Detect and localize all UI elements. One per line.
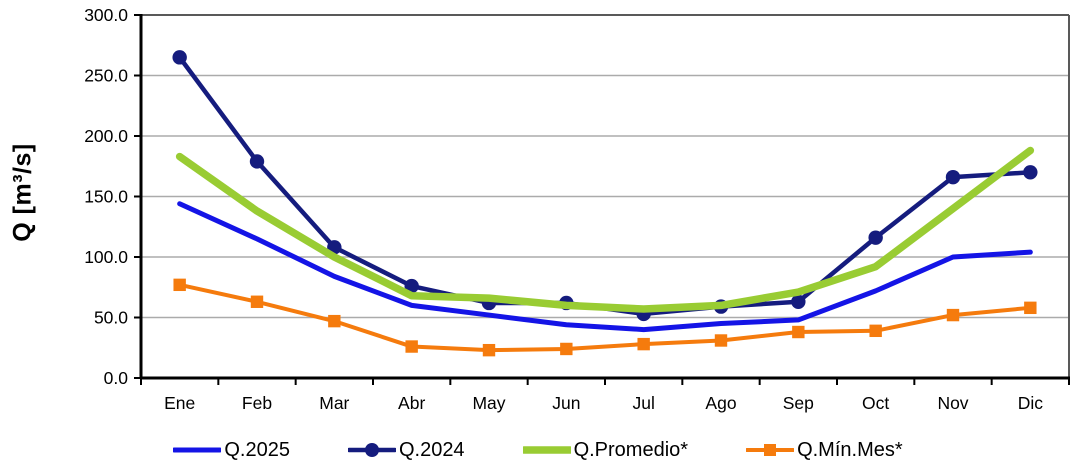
- legend-item-q-m-n-mes-: Q.Mín.Mes*: [746, 439, 903, 462]
- data-point-square: [560, 342, 573, 356]
- series-line-q-2025: [177, 201, 1033, 333]
- plot-area: 0.0 50.0 100.0 150.0 200.0 250.0 300.0 Ene Feb Ma…: [84, 5, 1070, 413]
- legend-swatch-none: [522, 446, 571, 454]
- data-point-square: [946, 308, 960, 322]
- series-line-q-2024: [177, 55, 1033, 317]
- data-point-square: [405, 340, 418, 353]
- legend-label: Q.Mín.Mes*: [797, 438, 903, 461]
- data-point-circle: [791, 294, 806, 309]
- y-tick-label: 200.0: [84, 126, 128, 146]
- data-point-square: [250, 295, 264, 308]
- y-tick-label: 100.0: [84, 247, 128, 267]
- y-tick-label: 50.0: [94, 308, 128, 328]
- data-point-square: [869, 324, 882, 338]
- y-tick-label: 150.0: [84, 187, 128, 207]
- x-category-label: Jul: [632, 393, 654, 413]
- data-point-circle: [172, 50, 187, 65]
- data-point-circle: [249, 154, 265, 169]
- legend-item-q-2024: Q.2024: [347, 438, 465, 462]
- x-category-label: Oct: [862, 393, 889, 413]
- legend: Q.2025 Q.2024 Q.Promedio* Q.Mín.Mes*: [0, 432, 1076, 468]
- y-tick-label: 300.0: [84, 5, 128, 25]
- legend-swatch-circle: [347, 443, 396, 457]
- legend-swatch-square: [746, 444, 795, 456]
- series-line-q-m-n-mes-: [177, 282, 1033, 353]
- x-category-label: Nov: [937, 393, 968, 413]
- data-point-square: [482, 343, 496, 357]
- x-category-label: Abr: [398, 393, 425, 413]
- data-point-square: [792, 325, 805, 339]
- x-category-label: Mar: [319, 393, 349, 413]
- legend-item-q-2025: Q.2025: [173, 439, 290, 462]
- data-point-square: [328, 314, 341, 328]
- data-point-square: [714, 334, 728, 347]
- x-category-label: May: [472, 393, 505, 413]
- data-point-circle: [945, 169, 961, 185]
- data-point-circle: [1023, 165, 1038, 180]
- legend-item-q-promedio-: Q.Promedio*: [522, 438, 689, 462]
- x-category-label: Sep: [783, 393, 814, 413]
- data-point-circle: [868, 230, 883, 245]
- x-category-label: Ene: [164, 393, 195, 413]
- x-category-label: Dic: [1018, 393, 1044, 413]
- x-category-label: Feb: [242, 393, 272, 413]
- y-tick-label: 250.0: [84, 66, 128, 86]
- legend-swatch-none: [173, 447, 222, 453]
- y-tick-label: 0.0: [104, 368, 129, 388]
- legend-label: Q.2025: [224, 438, 290, 461]
- data-point-square: [1024, 301, 1037, 315]
- series-line-q-promedio-: [175, 146, 1035, 313]
- x-category-label: Jun: [552, 393, 580, 413]
- data-point-square: [173, 278, 186, 292]
- legend-label: Q.Promedio*: [573, 438, 689, 461]
- data-point-square: [637, 337, 650, 351]
- x-category-label: Ago: [705, 393, 736, 413]
- data-point-circle: [404, 278, 419, 294]
- legend-label: Q.2024: [398, 438, 465, 461]
